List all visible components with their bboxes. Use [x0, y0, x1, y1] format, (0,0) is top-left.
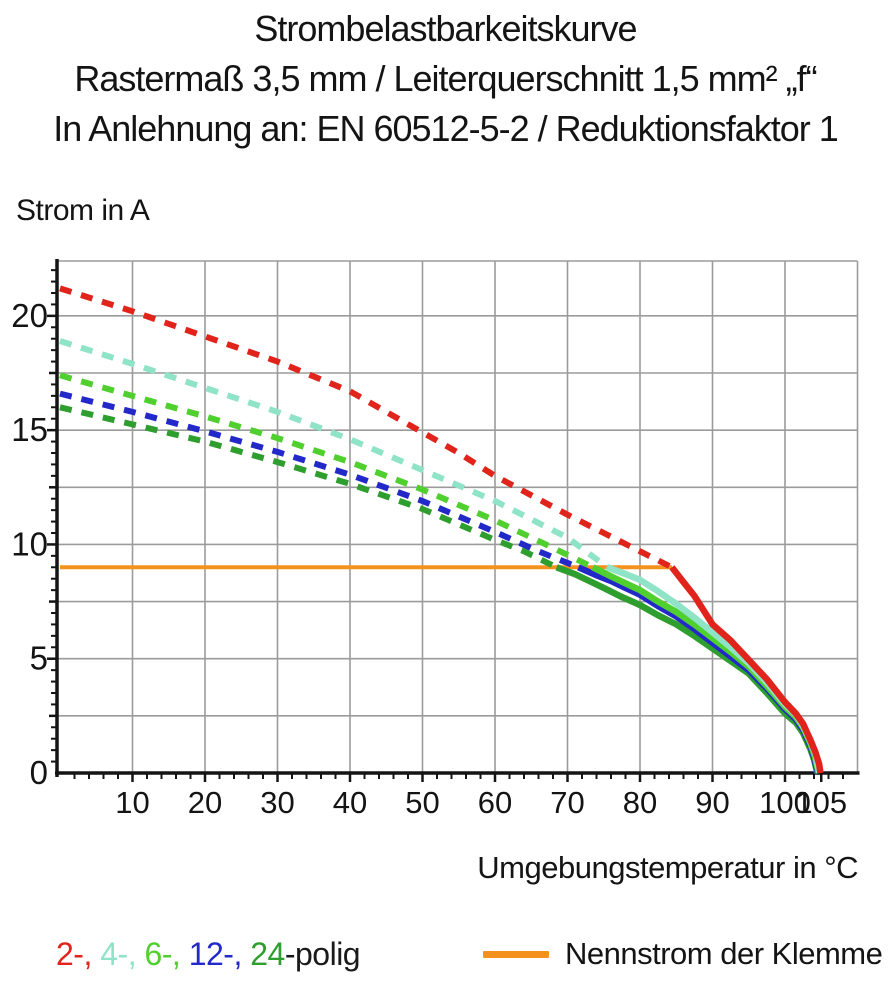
y-axis-title: Strom in A [16, 194, 150, 227]
svg-text:40: 40 [333, 785, 367, 820]
poles-legend: 2-, 4-, 6-, 12-, 24-polig [56, 936, 361, 973]
svg-text:100: 100 [759, 785, 811, 820]
y-tick-labels: 0 5 10 15 20 [11, 297, 48, 791]
svg-text:20: 20 [11, 297, 48, 334]
nominal-current-legend: Nennstrom der Klemme [483, 936, 883, 972]
svg-text:15: 15 [11, 411, 48, 448]
svg-text:10: 10 [11, 525, 48, 562]
svg-text:80: 80 [623, 785, 657, 820]
poles-legend-part: 6-, [144, 936, 189, 972]
svg-text:0: 0 [30, 754, 48, 791]
series-24-polig-dashed [59, 404, 558, 570]
svg-text:70: 70 [550, 785, 584, 820]
legend-row: 2-, 4-, 6-, 12-, 24-polig Nennstrom der … [0, 936, 891, 984]
axes [55, 259, 860, 777]
svg-text:10: 10 [115, 785, 149, 820]
series-2-polig-solid [669, 565, 824, 774]
chart-subtitle-standard: In Anlehnung an: EN 60512-5-2 / Reduktio… [53, 108, 839, 149]
svg-text:90: 90 [695, 785, 729, 820]
chart-title: Strombelastbarkeitskurve [254, 8, 637, 49]
svg-text:30: 30 [260, 785, 294, 820]
svg-text:50: 50 [405, 785, 439, 820]
chart-header: Strombelastbarkeitskurve Rastermaß 3,5 m… [0, 4, 891, 154]
chart-subtitle-pitch: Rastermaß 3,5 mm / Leiterquerschnitt 1,5… [74, 58, 817, 99]
series-6-polig-dashed [59, 372, 595, 570]
series-2-polig-dashed [59, 285, 674, 570]
series-12-polig-dashed [59, 390, 580, 571]
svg-text:105: 105 [795, 785, 847, 820]
nominal-current-label: Nennstrom der Klemme [565, 936, 883, 971]
poles-legend-part: -polig [284, 936, 361, 972]
series-24-polig-solid [555, 564, 821, 774]
poles-legend-part: 24 [250, 936, 285, 972]
poles-legend-part: 12-, [188, 936, 251, 972]
svg-text:5: 5 [30, 640, 48, 677]
poles-legend-part: 2-, [56, 936, 101, 972]
grid-lines [57, 260, 859, 773]
axis-ticks [47, 269, 844, 782]
poles-legend-part: 4-, [100, 936, 145, 972]
x-axis-title: Umgebungstemperatur in °C [477, 850, 858, 885]
svg-text:20: 20 [188, 785, 222, 820]
series-4-polig-dashed [59, 338, 610, 570]
svg-text:60: 60 [478, 785, 512, 820]
nominal-current-swatch-icon [483, 950, 549, 958]
